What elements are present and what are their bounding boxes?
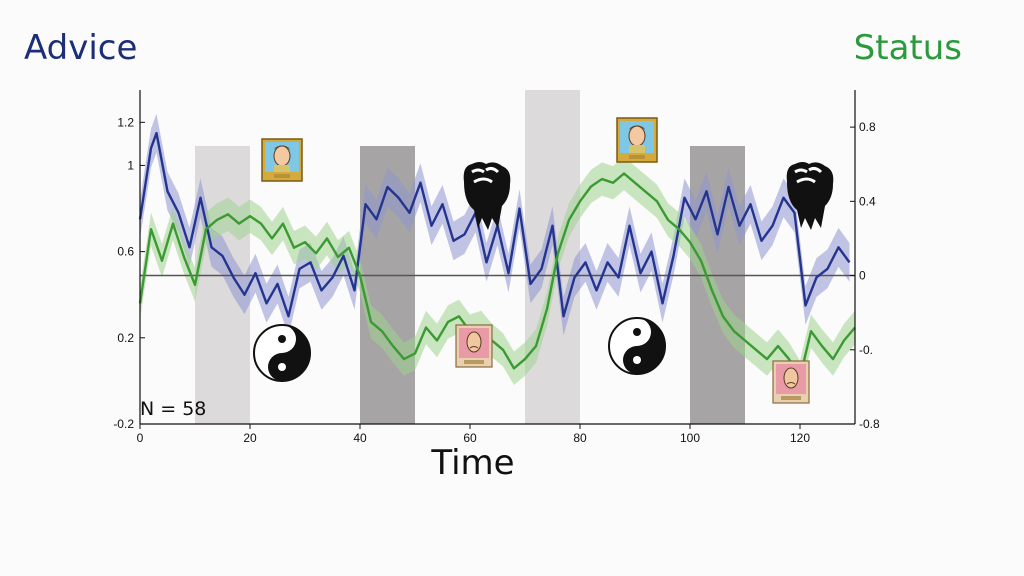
x-tick-label: 20 xyxy=(243,431,257,445)
fist-icon xyxy=(786,162,834,230)
x-axis-label: Time xyxy=(430,443,514,483)
shaded-interval xyxy=(525,90,580,424)
portrait-icon xyxy=(616,117,658,163)
y2-tick-label: 0.4 xyxy=(859,194,876,208)
status-title: Status xyxy=(853,28,962,68)
y-tick-label: 0.6 xyxy=(117,245,134,259)
status-confidence-band xyxy=(140,156,855,395)
y2-tick-label: -0. xyxy=(859,343,873,357)
shaded-interval xyxy=(690,146,745,424)
advice-series-line xyxy=(138,131,851,318)
x-tick-label: 120 xyxy=(790,431,810,445)
yin-yang-icon xyxy=(608,317,666,375)
sad-portrait-icon xyxy=(455,324,493,368)
x-tick-label: 0 xyxy=(137,431,144,445)
yin-yang-icon xyxy=(253,324,311,382)
status-series-line xyxy=(138,172,856,379)
y-tick-label: 0.2 xyxy=(117,331,134,345)
x-tick-label: 40 xyxy=(353,431,367,445)
fist-icon xyxy=(463,162,511,230)
y-tick-label: 1 xyxy=(127,158,134,172)
x-tick-label: 100 xyxy=(680,431,700,445)
y2-tick-label: 0 xyxy=(859,269,866,283)
x-tick-label: 80 xyxy=(573,431,587,445)
portrait-icon xyxy=(261,138,303,182)
sad-portrait-icon xyxy=(772,360,810,404)
y2-tick-label: -0.8 xyxy=(859,417,880,431)
y2-tick-label: 0.8 xyxy=(859,120,876,134)
n-annotation: N = 58 xyxy=(140,398,206,420)
advice-title: Advice xyxy=(24,28,138,68)
y-tick-label: 1.2 xyxy=(117,115,134,129)
x-tick-label: 60 xyxy=(463,431,477,445)
y-tick-label: -0.2 xyxy=(113,417,134,431)
